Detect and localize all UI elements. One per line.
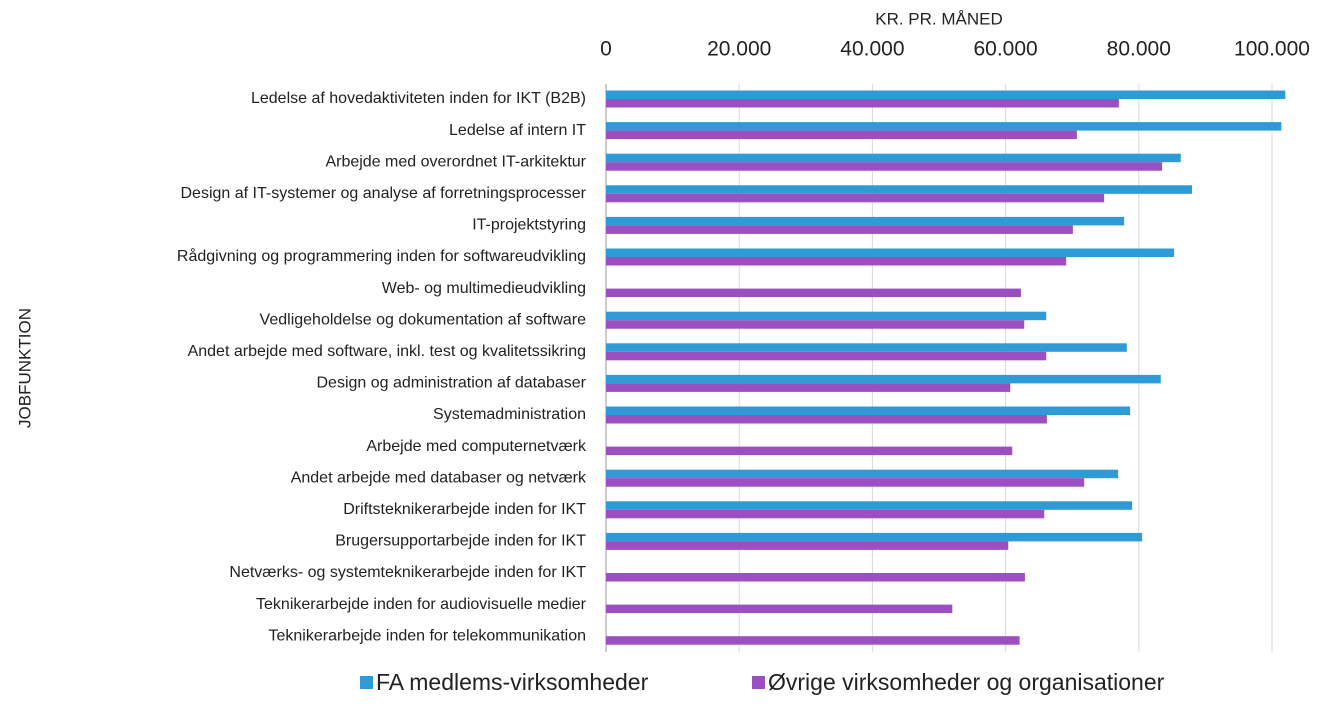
legend-label: FA medlems-virksomheder — [376, 669, 649, 695]
y-tick-label: Teknikerarbejde inden for telekommunikat… — [268, 627, 586, 644]
y-tick-label: Brugersupportarbejde inden for IKT — [335, 533, 586, 550]
y-tick-label: Vedligeholdelse og dokumentation af soft… — [260, 311, 587, 328]
x-tick-label: 40.000 — [840, 38, 904, 61]
bar — [606, 415, 1047, 424]
y-tick-label: Andet arbejde med software, inkl. test o… — [188, 343, 586, 360]
bar — [606, 248, 1175, 257]
y-tick-label: Systemadministration — [433, 406, 586, 423]
bar — [606, 122, 1282, 131]
y-tick-label: Web- og multimedieudvikling — [382, 280, 586, 297]
bar — [606, 311, 1047, 321]
y-tick-label: Arbejde med overordnet IT-arkitektur — [325, 153, 586, 170]
y-tick-label: Driftsteknikerarbejde inden for IKT — [343, 501, 586, 518]
bar — [606, 446, 1013, 456]
bar — [606, 257, 1067, 266]
y-tick-label: Design og administration af databaser — [317, 375, 587, 392]
bar — [606, 509, 1045, 519]
bar — [606, 469, 1119, 479]
y-tick-label: Ledelse af intern IT — [449, 122, 586, 139]
bar — [606, 288, 1021, 298]
bar — [606, 343, 1127, 352]
bar — [606, 406, 1131, 415]
x-tick-label: 100.000 — [1234, 38, 1310, 61]
y-tick-label: Netværks- og systemteknikerarbejde inden… — [229, 564, 586, 581]
bar — [606, 383, 1011, 392]
x-tick-label: 20.000 — [707, 38, 771, 61]
y-tick-label: Rådgivning og programmering inden for so… — [177, 247, 586, 265]
bar — [606, 604, 953, 614]
y-axis-title: JOBFUNKTION — [15, 308, 34, 428]
x-axis-title: KR. PR. MÅNED — [875, 9, 1003, 28]
legend-swatch — [360, 676, 373, 689]
bar — [606, 636, 1020, 645]
bar — [606, 90, 1286, 99]
y-tick-label: IT-projektstyring — [472, 217, 586, 234]
bar — [606, 320, 1025, 329]
x-tick-label: 60.000 — [973, 38, 1037, 61]
bar — [606, 573, 1025, 582]
legend-swatch — [752, 676, 765, 689]
bar — [606, 351, 1047, 361]
bar — [606, 374, 1161, 384]
bar — [606, 185, 1193, 194]
bar — [606, 541, 1009, 550]
bar — [606, 478, 1085, 487]
y-tick-label: Ledelse af hovedaktiviteten inden for IK… — [251, 90, 586, 107]
bar — [606, 153, 1181, 163]
bar — [606, 501, 1133, 510]
bar — [606, 99, 1119, 108]
bar — [606, 225, 1073, 234]
bar — [606, 130, 1077, 140]
x-tick-label: 80.000 — [1107, 38, 1171, 61]
legend-label: Øvrige virksomheder og organisationer — [768, 669, 1165, 695]
x-tick-label: 0 — [600, 38, 612, 61]
y-tick-label: Design af IT-systemer og analyse af forr… — [180, 185, 586, 202]
y-tick-label: Teknikerarbejde inden for audiovisuelle … — [256, 596, 587, 613]
bar — [606, 216, 1125, 226]
bar — [606, 532, 1143, 542]
y-tick-label: Arbejde med computernetværk — [366, 438, 587, 455]
bar — [606, 162, 1163, 171]
y-tick-label: Andet arbejde med databaser og netværk — [291, 469, 587, 486]
bar — [606, 193, 1105, 203]
